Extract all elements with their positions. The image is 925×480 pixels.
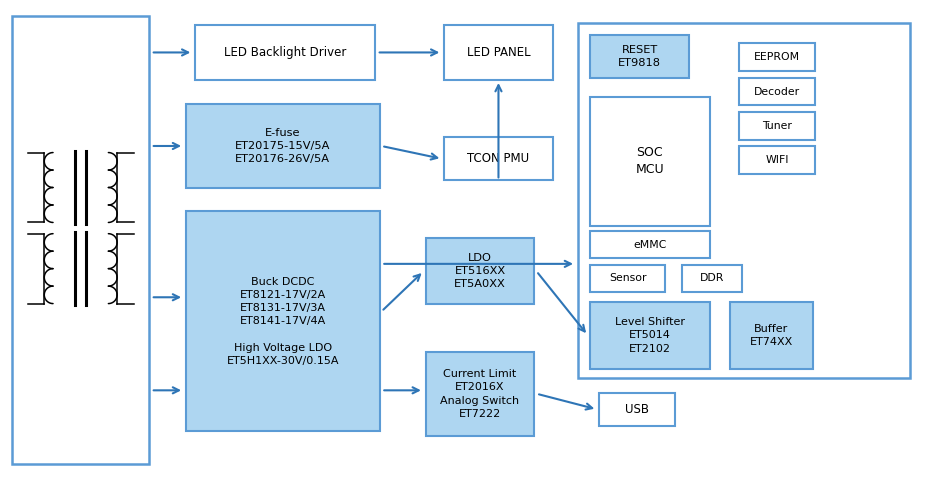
FancyBboxPatch shape bbox=[739, 112, 815, 140]
FancyBboxPatch shape bbox=[590, 231, 709, 258]
Text: USB: USB bbox=[624, 403, 648, 416]
FancyBboxPatch shape bbox=[682, 265, 742, 291]
FancyBboxPatch shape bbox=[590, 97, 709, 226]
FancyBboxPatch shape bbox=[12, 16, 149, 464]
FancyBboxPatch shape bbox=[590, 302, 709, 369]
FancyBboxPatch shape bbox=[578, 23, 910, 378]
FancyBboxPatch shape bbox=[599, 393, 674, 426]
Text: LED Backlight Driver: LED Backlight Driver bbox=[224, 46, 346, 59]
Text: Current Limit
ET2016X
Analog Switch
ET7222: Current Limit ET2016X Analog Switch ET72… bbox=[440, 369, 520, 419]
FancyBboxPatch shape bbox=[426, 352, 535, 436]
FancyBboxPatch shape bbox=[739, 43, 815, 71]
FancyBboxPatch shape bbox=[739, 146, 815, 174]
FancyBboxPatch shape bbox=[444, 25, 553, 80]
FancyBboxPatch shape bbox=[739, 78, 815, 106]
Text: DDR: DDR bbox=[700, 274, 724, 283]
Text: Level Shifter
ET5014
ET2102: Level Shifter ET5014 ET2102 bbox=[615, 317, 684, 354]
FancyBboxPatch shape bbox=[195, 25, 375, 80]
Text: Decoder: Decoder bbox=[754, 86, 800, 96]
FancyBboxPatch shape bbox=[444, 137, 553, 180]
Text: WIFI: WIFI bbox=[765, 156, 789, 165]
Text: E-fuse
ET20175-15V/5A
ET20176-26V/5A: E-fuse ET20175-15V/5A ET20176-26V/5A bbox=[235, 128, 330, 164]
FancyBboxPatch shape bbox=[590, 35, 689, 78]
Text: Buffer
ET74XX: Buffer ET74XX bbox=[750, 324, 793, 347]
Text: Buck DCDC
ET8121-17V/2A
ET8131-17V/3A
ET8141-17V/4A

High Voltage LDO
ET5H1XX-30: Buck DCDC ET8121-17V/2A ET8131-17V/3A ET… bbox=[227, 276, 339, 366]
FancyBboxPatch shape bbox=[730, 302, 813, 369]
FancyBboxPatch shape bbox=[186, 211, 379, 431]
Text: RESET
ET9818: RESET ET9818 bbox=[618, 45, 661, 68]
Text: EEPROM: EEPROM bbox=[754, 52, 800, 62]
FancyBboxPatch shape bbox=[426, 238, 535, 304]
FancyBboxPatch shape bbox=[186, 104, 379, 188]
FancyBboxPatch shape bbox=[590, 265, 665, 291]
Text: LDO
ET516XX
ET5A0XX: LDO ET516XX ET5A0XX bbox=[454, 253, 506, 289]
Text: LED PANEL: LED PANEL bbox=[466, 46, 530, 59]
Text: TCON PMU: TCON PMU bbox=[467, 152, 529, 166]
Text: SOC
MCU: SOC MCU bbox=[635, 146, 664, 176]
Text: eMMC: eMMC bbox=[633, 240, 666, 250]
Text: Tuner: Tuner bbox=[762, 121, 792, 131]
Text: Sensor: Sensor bbox=[609, 274, 647, 283]
